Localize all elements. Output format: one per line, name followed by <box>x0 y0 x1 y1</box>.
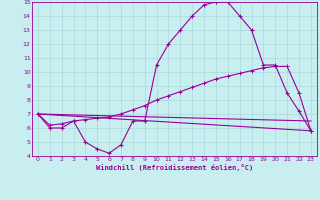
X-axis label: Windchill (Refroidissement éolien,°C): Windchill (Refroidissement éolien,°C) <box>96 164 253 171</box>
